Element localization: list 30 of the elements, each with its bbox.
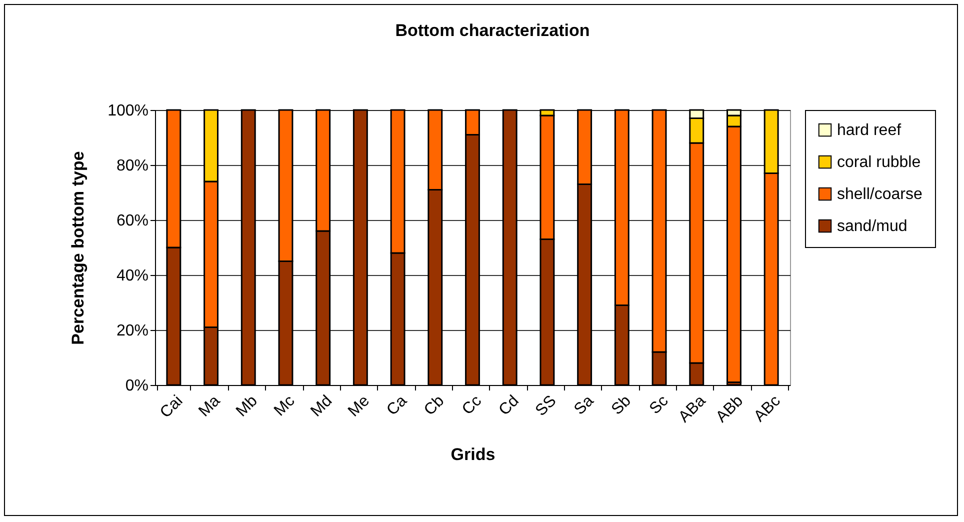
y-tick-label: 100%	[108, 102, 148, 120]
x-tick-label: Sb	[608, 392, 634, 418]
y-tick-label: 80%	[116, 158, 148, 174]
x-tick-label: ABa	[676, 392, 710, 426]
y-tick-label: 60%	[116, 212, 148, 230]
y-tick-label: 40%	[116, 268, 148, 284]
legend-label: hard reef	[837, 122, 902, 139]
x-tick-label: Md	[308, 392, 336, 420]
y-axis-title: Percentage bottom type	[68, 151, 88, 345]
x-tick-label: Me	[345, 392, 374, 420]
x-tick-label: Sa	[571, 392, 598, 418]
x-tick-label: Cb	[421, 392, 448, 419]
x-tick-label: ABb	[713, 392, 747, 426]
y-tick-label: 0%	[125, 378, 148, 394]
x-tick-label: Mb	[233, 392, 261, 420]
x-tick-label: Mc	[271, 392, 298, 420]
legend-label: sand/mud	[837, 218, 908, 235]
y-tick-label: 20%	[116, 322, 148, 340]
legend-label: coral rubble	[837, 154, 921, 171]
x-tick-label: Ma	[196, 392, 224, 420]
x-tick-label: ABc	[751, 392, 784, 426]
x-tick-label: Cc	[459, 392, 486, 418]
x-tick-label: SS	[532, 392, 560, 420]
legend-label: shell/coarse	[837, 186, 922, 203]
x-tick-label: Ca	[384, 392, 410, 419]
x-axis-title: Grids	[450, 445, 496, 464]
x-tick-label: Cd	[496, 392, 522, 419]
x-tick-label: Sc	[646, 392, 672, 418]
x-tick-label: Cai	[157, 392, 186, 422]
chart-title: Bottom characterization	[395, 21, 590, 40]
